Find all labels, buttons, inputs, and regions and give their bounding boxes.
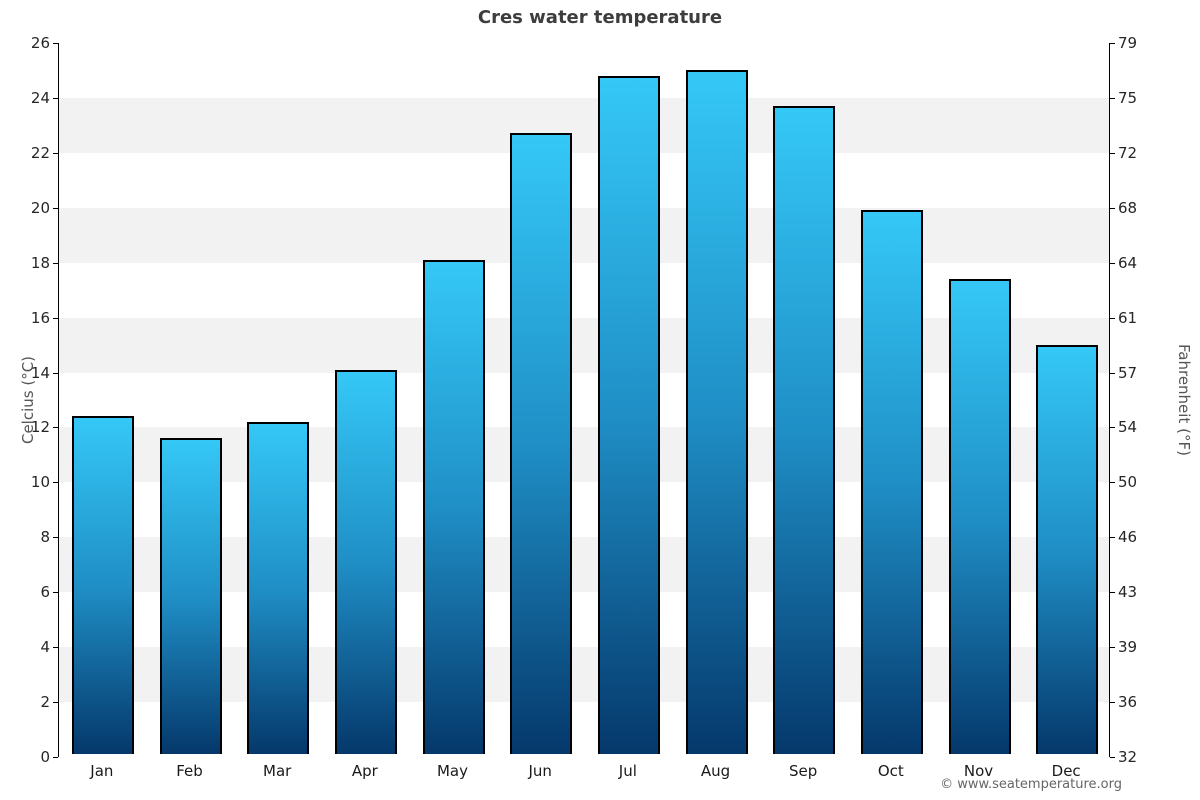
y-tick-fahrenheit: 43	[1118, 583, 1138, 602]
y-tick-celsius: 18	[30, 253, 50, 272]
tick-mark-right	[1110, 97, 1115, 99]
y-tick-fahrenheit: 36	[1118, 693, 1138, 712]
y-tick-fahrenheit: 68	[1118, 198, 1138, 217]
x-tick-nov: Nov	[963, 762, 994, 780]
y-tick-fahrenheit: 72	[1118, 143, 1138, 162]
tick-mark-right	[1110, 537, 1115, 539]
tick-mark-right	[1110, 427, 1115, 429]
grid-band	[59, 372, 1109, 428]
tick-mark-left	[53, 427, 58, 429]
bar-nov[interactable]	[948, 278, 1011, 754]
tick-mark-left	[53, 757, 58, 758]
copyright-link[interactable]: © www.seatemperature.org	[940, 777, 1122, 792]
tick-mark-right	[1110, 702, 1115, 704]
grid-band	[59, 207, 1109, 263]
grid-band	[59, 317, 1109, 373]
y-tick-celsius: 24	[30, 88, 50, 107]
y-tick-celsius: 20	[30, 198, 50, 217]
x-tick-dec: Dec	[1051, 762, 1081, 780]
bar-jun[interactable]	[510, 133, 573, 754]
tick-mark-left	[53, 702, 58, 704]
y-tick-fahrenheit: 46	[1118, 528, 1138, 547]
y-tick-fahrenheit: 61	[1118, 308, 1138, 327]
x-tick-aug: Aug	[700, 762, 731, 780]
tick-mark-left	[53, 43, 58, 44]
x-tick-oct: Oct	[877, 762, 904, 780]
tick-mark-right	[1110, 647, 1115, 649]
bar-feb[interactable]	[159, 438, 222, 754]
bar-jan[interactable]	[71, 416, 134, 754]
grid-band	[59, 152, 1109, 208]
tick-mark-right	[1110, 152, 1115, 154]
y-tick-celsius: 8	[40, 528, 50, 547]
y-tick-fahrenheit: 50	[1118, 473, 1138, 492]
tick-mark-left	[53, 207, 58, 209]
y-tick-celsius: 14	[30, 363, 50, 382]
x-tick-may: May	[436, 762, 468, 780]
grid-band	[59, 43, 1109, 98]
x-tick-jan: Jan	[90, 762, 114, 780]
tick-mark-left	[53, 482, 58, 484]
y-axis-title-fahrenheit: Fahrenheit (°F)	[1175, 344, 1193, 456]
tick-mark-right	[1110, 372, 1115, 374]
y-tick-fahrenheit: 75	[1118, 88, 1138, 107]
tick-mark-right	[1110, 43, 1115, 44]
grid-band	[59, 702, 1109, 757]
y-tick-fahrenheit: 79	[1118, 34, 1138, 52]
grid-band	[59, 592, 1109, 648]
y-tick-fahrenheit: 39	[1118, 638, 1138, 657]
y-tick-fahrenheit: 32	[1118, 748, 1138, 766]
bar-mar[interactable]	[247, 421, 310, 754]
plot-area	[58, 43, 1110, 757]
bar-may[interactable]	[422, 259, 485, 754]
bar-aug[interactable]	[685, 70, 748, 754]
x-tick-jun: Jun	[528, 762, 552, 780]
y-tick-celsius: 22	[30, 143, 50, 162]
x-tick-feb: Feb	[176, 762, 203, 780]
tick-mark-right	[1110, 262, 1115, 264]
grid-band	[59, 262, 1109, 318]
y-tick-celsius: 10	[30, 473, 50, 492]
grid-band	[59, 647, 1109, 703]
grid-band	[59, 537, 1109, 593]
tick-mark-left	[53, 152, 58, 154]
grid-band	[59, 427, 1109, 483]
tick-mark-right	[1110, 482, 1115, 484]
x-tick-mar: Mar	[263, 762, 292, 780]
tick-mark-right	[1110, 757, 1115, 758]
y-tick-celsius: 26	[30, 34, 50, 52]
tick-mark-left	[53, 97, 58, 99]
x-tick-jul: Jul	[618, 762, 637, 780]
y-tick-fahrenheit: 64	[1118, 253, 1138, 272]
y-tick-celsius: 6	[40, 583, 50, 602]
y-tick-celsius: 16	[30, 308, 50, 327]
chart-title: Cres water temperature	[477, 7, 723, 28]
grid-band	[59, 482, 1109, 538]
bar-sep[interactable]	[773, 105, 836, 754]
tick-mark-right	[1110, 317, 1115, 319]
x-tick-apr: Apr	[351, 762, 378, 780]
tick-mark-right	[1110, 207, 1115, 209]
y-tick-celsius: 2	[40, 693, 50, 712]
tick-mark-left	[53, 262, 58, 264]
tick-mark-right	[1110, 592, 1115, 594]
y-tick-fahrenheit: 57	[1118, 363, 1138, 382]
tick-mark-left	[53, 372, 58, 374]
x-tick-sep: Sep	[789, 762, 818, 780]
y-tick-fahrenheit: 54	[1118, 418, 1138, 437]
bar-apr[interactable]	[334, 369, 397, 754]
bar-oct[interactable]	[860, 210, 923, 754]
grid-band	[59, 97, 1109, 153]
y-tick-celsius: 0	[40, 748, 50, 766]
tick-mark-left	[53, 317, 58, 319]
tick-mark-left	[53, 537, 58, 539]
y-tick-celsius: 12	[30, 418, 50, 437]
bar-jul[interactable]	[597, 75, 660, 754]
bar-dec[interactable]	[1036, 344, 1099, 754]
tick-mark-left	[53, 592, 58, 594]
y-tick-celsius: 4	[40, 638, 50, 657]
y-axis-title-celsius: Celcius (°C)	[19, 355, 37, 445]
tick-mark-left	[53, 647, 58, 649]
